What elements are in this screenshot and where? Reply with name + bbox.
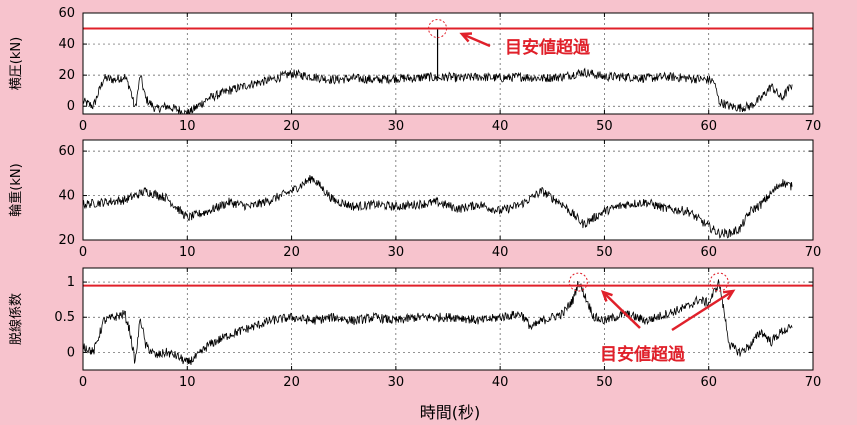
y-tick-label: 40 bbox=[58, 37, 75, 52]
exceedance-label: 目安値超過 bbox=[600, 344, 686, 365]
x-tick-label: 40 bbox=[492, 119, 509, 134]
callout-arrow bbox=[671, 289, 734, 332]
y-tick-label: 20 bbox=[58, 68, 75, 83]
x-tick-label: 30 bbox=[388, 119, 405, 134]
x-tick-label: 30 bbox=[388, 245, 405, 260]
x-tick-label: 20 bbox=[283, 245, 300, 260]
x-tick-label: 0 bbox=[79, 245, 87, 260]
plot-frame bbox=[82, 267, 814, 371]
x-tick-label: 60 bbox=[700, 119, 717, 134]
y-tick-label: 60 bbox=[58, 144, 75, 159]
plot-area bbox=[83, 140, 813, 240]
callout-arrow-head bbox=[722, 289, 736, 301]
panel-1: 0 10 20 30 40 50 60 70 0 20 40 60 横圧(kN) 目安値超過 bbox=[9, 6, 821, 134]
exceedance-marker bbox=[709, 272, 729, 292]
x-tick-label: 50 bbox=[596, 245, 613, 260]
x-tick-label: 10 bbox=[179, 375, 196, 390]
callout-arrow bbox=[602, 291, 641, 329]
y-axis-label: 横圧(kN) bbox=[9, 37, 24, 90]
x-axis-label: 時間(秒) bbox=[420, 403, 481, 422]
x-tick-label: 50 bbox=[596, 375, 613, 390]
x-tick-label: 60 bbox=[700, 245, 717, 260]
x-tick-label: 40 bbox=[492, 375, 509, 390]
callout-arrow bbox=[461, 32, 491, 48]
plot-frame bbox=[82, 139, 814, 241]
panel-2: 0 10 20 30 40 50 60 70 20 40 60 輪重(kN) bbox=[8, 139, 822, 260]
exceedance-marker bbox=[428, 19, 448, 39]
x-tick-label: 20 bbox=[283, 375, 300, 390]
x-tick-label: 10 bbox=[179, 245, 196, 260]
callout-arrow-head bbox=[600, 289, 613, 302]
y-tick-label: 0 bbox=[67, 345, 75, 360]
x-tick-label: 30 bbox=[388, 375, 405, 390]
data-series-line bbox=[82, 279, 793, 366]
y-tick-label: 0.5 bbox=[54, 310, 75, 325]
y-axis-label: 脱線係数 bbox=[8, 293, 24, 345]
x-tick-label: 0 bbox=[79, 375, 87, 390]
x-tick-label: 0 bbox=[79, 119, 87, 134]
x-tick-label: 10 bbox=[179, 119, 196, 134]
plot-area bbox=[83, 13, 813, 114]
y-tick-label: 40 bbox=[58, 189, 75, 204]
x-tick-label: 20 bbox=[283, 119, 300, 134]
data-series-line bbox=[82, 67, 793, 115]
data-series-line bbox=[82, 174, 793, 239]
exceedance-marker bbox=[568, 272, 588, 292]
callout-arrow-head bbox=[459, 32, 473, 43]
x-tick-label: 50 bbox=[596, 119, 613, 134]
y-tick-label: 1 bbox=[67, 275, 75, 290]
y-tick-label: 60 bbox=[58, 6, 75, 21]
x-tick-label: 70 bbox=[805, 245, 822, 260]
exceedance-label: 目安値超過 bbox=[505, 37, 591, 58]
y-axis-label: 輪重(kN) bbox=[8, 163, 24, 216]
x-tick-label: 70 bbox=[805, 375, 822, 390]
plot-frame bbox=[82, 12, 814, 115]
x-tick-label: 60 bbox=[700, 375, 717, 390]
plot-area bbox=[83, 268, 813, 370]
x-tick-label: 70 bbox=[805, 119, 822, 134]
x-tick-label: 40 bbox=[492, 245, 509, 260]
y-tick-label: 0 bbox=[67, 99, 75, 114]
y-tick-label: 20 bbox=[58, 233, 75, 248]
